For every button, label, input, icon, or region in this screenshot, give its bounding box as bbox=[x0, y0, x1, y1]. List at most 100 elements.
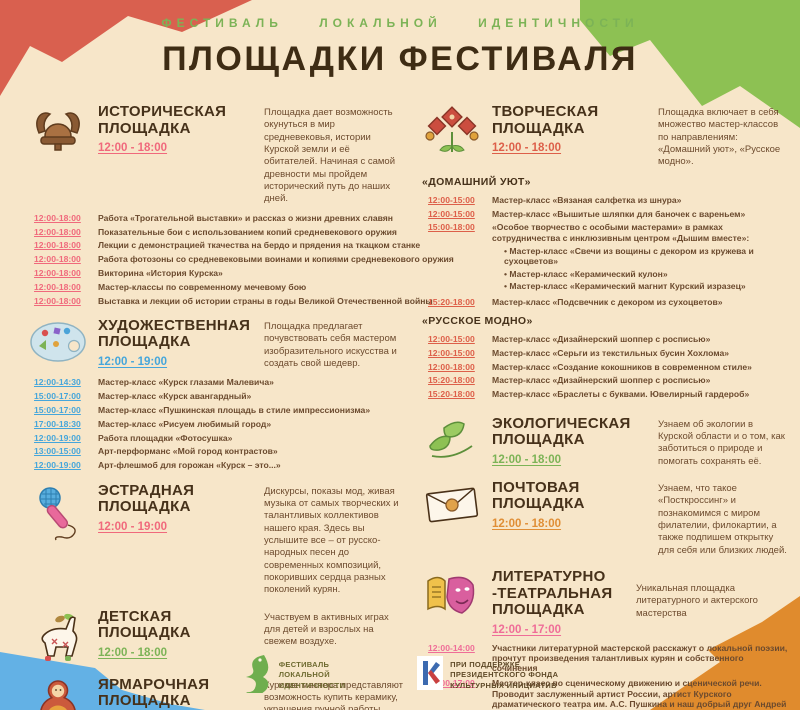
schedule-row: 12:00-18:00 Работа «Трогательной выставк… bbox=[34, 213, 404, 223]
schedule-text: Мастер-класс «Создание кокошников в совр… bbox=[492, 361, 752, 372]
schedule-time: 15:00-17:00 bbox=[34, 391, 81, 402]
envelope-icon bbox=[420, 480, 484, 528]
schedule-time: 12:00-15:00 bbox=[428, 334, 475, 345]
schedule-list: 12:00-14:30 Мастер-класс «Курск глазами … bbox=[34, 377, 404, 470]
schedule-text: Мастер-класс «Вязаная салфетка из шнура» bbox=[492, 194, 682, 205]
section-description: Дискурсы, показы мод, живая музыка от са… bbox=[264, 485, 399, 596]
section-title: ЯРМАРОЧНАЯ ПЛОЩАДКА bbox=[98, 675, 210, 710]
schedule-row: 15:20-18:00 Мастер-класс «Браслеты с бук… bbox=[428, 389, 790, 399]
festival-logo: ФЕСТИВАЛЬ ЛОКАЛЬНОЙ ИДЕНТИЧНОСТИ bbox=[242, 653, 345, 698]
schedule-row: 12:00-18:00 Лекции с демонстрацией ткаче… bbox=[34, 240, 420, 251]
leaves-icon bbox=[420, 416, 484, 466]
schedule-row: 12:00-15:00 Мастер-класс «Серьги из текс… bbox=[428, 348, 790, 358]
schedule-text: Мастер-класс «Курск глазами Малевича» bbox=[98, 377, 274, 388]
schedule-time: 12:00-19:00 bbox=[34, 460, 81, 471]
schedule-row: 12:00-18:00 Мастер-класс «Создание кокош… bbox=[428, 362, 790, 372]
schedule-text-wrap: «Особое творчество с особыми мастерами» … bbox=[492, 222, 790, 293]
schedule-text: Мастер-класс «Дизайнерский шоппер с росп… bbox=[492, 334, 711, 345]
schedule-row: 17:00-18:30 Мастер-класс «Рисуем любимый… bbox=[34, 419, 404, 429]
schedule-row: 15:20-18:00 Мастер-класс «Дизайнерский ш… bbox=[428, 375, 790, 385]
schedule-text: Мастер-класс «Вышитые шляпки для баночек… bbox=[492, 208, 746, 219]
microphone-icon bbox=[26, 483, 90, 541]
footer: ФЕСТИВАЛЬ ЛОКАЛЬНОЙ ИДЕНТИЧНОСТИ ПРИ ПОД… bbox=[0, 653, 800, 698]
schedule-time: 12:00-18:00 bbox=[34, 268, 81, 278]
section-eco: ЭКОЛОГИЧЕСКАЯ ПЛОЩАДКА 12:00 - 18:00 Узн… bbox=[420, 414, 790, 468]
schedule-text: Участники литературной мастерской расска… bbox=[492, 642, 788, 674]
section-time: 12:00 - 18:00 bbox=[492, 517, 562, 530]
bullet-item: Мастер-класс «Керамический кулон» bbox=[504, 269, 790, 279]
bullet-item: Мастер-класс «Керамический магнит Курски… bbox=[504, 281, 790, 291]
schedule-time: 12:00-18:00 bbox=[34, 226, 81, 237]
section-historical: ИСТОРИЧЕСКАЯ ПЛОЩАДКА 12:00 - 18:00 Площ… bbox=[26, 103, 454, 306]
schedule-text: Арт-перформанс «Мой город контрастов» bbox=[98, 446, 278, 457]
page-title: ПЛОЩАДКИ ФЕСТИВАЛЯ bbox=[162, 40, 638, 78]
schedule-time: 15:00-17:00 bbox=[34, 404, 81, 415]
matryoshka-icon bbox=[26, 677, 90, 710]
schedule-list-cozy: 12:00-15:00 Мастер-класс «Вязаная салфет… bbox=[428, 195, 790, 307]
section-title: ПОЧТОВАЯ ПЛОЩАДКА bbox=[492, 478, 585, 513]
schedule-row: 12:00-14:30 Мастер-класс «Курск глазами … bbox=[34, 377, 404, 387]
schedule-row: 12:00-18:00 Выставка и лекции об истории… bbox=[34, 295, 433, 306]
schedule-sub-list: Мастер-класс «Свечи из вощины с декором … bbox=[504, 246, 790, 291]
schedule-row: 12:00-15:00 Мастер-класс «Дизайнерский ш… bbox=[428, 334, 790, 344]
section-description: Площадка включает в себя множество масте… bbox=[658, 107, 781, 168]
schedule-row: 15:00-17:00 Мастер-класс «Пушкинская пло… bbox=[34, 405, 404, 415]
section-stage: ЭСТРАДНАЯ ПЛОЩАДКА 12:00 - 19:00 Дискурс… bbox=[26, 481, 404, 597]
bullet-item: Мастер-класс «Свечи из вощины с декором … bbox=[504, 246, 790, 267]
schedule-time: 15:00-17:00 bbox=[428, 678, 475, 689]
schedule-row: 12:00-19:00 Работа площадки «Фотосушка» bbox=[34, 433, 404, 443]
schedule-text: Мастер-классы по современному мечевому б… bbox=[98, 281, 307, 292]
section-literary: ЛИТЕРАТУРНО -ТЕАТРАЛЬНАЯ ПЛОЩАДКА 12:00 … bbox=[420, 568, 790, 710]
schedule-row: 15:20-18:00 Мастер-класс «Подсвечник с д… bbox=[428, 297, 790, 307]
festival-logo-text: ФЕСТИВАЛЬ ЛОКАЛЬНОЙ ИДЕНТИЧНОСТИ bbox=[278, 660, 346, 690]
schedule-list-fashion: 12:00-15:00 Мастер-класс «Дизайнерский ш… bbox=[428, 334, 790, 400]
schedule-row: 15:00-18:00 «Особое творчество с особыми… bbox=[428, 222, 790, 293]
section-description: Курские мастера представляют возможность… bbox=[264, 679, 404, 710]
section-time: 12:00 - 18:00 bbox=[98, 142, 168, 154]
section-time: 12:00 - 18:00 bbox=[98, 646, 168, 659]
palette-icon bbox=[26, 318, 90, 364]
schedule-time: 12:00-18:00 bbox=[34, 240, 81, 251]
section-title: ЭКОЛОГИЧЕСКАЯ ПЛОЩАДКА bbox=[492, 414, 631, 449]
section-title: ДЕТСКАЯ ПЛОЩАДКА bbox=[98, 607, 191, 642]
schedule-time: 12:00-18:00 bbox=[34, 254, 81, 265]
section-time: 12:00 - 18:00 bbox=[492, 453, 562, 466]
schedule-time: 15:20-18:00 bbox=[428, 375, 475, 386]
schedule-row: 12:00-18:00 Работа фотозоны со средневек… bbox=[34, 254, 454, 265]
schedule-time: 12:00-14:30 bbox=[34, 377, 81, 388]
schedule-time: 12:00-15:00 bbox=[428, 208, 475, 219]
schedule-row: 12:00-18:00 Викторина «История Курска» bbox=[34, 268, 404, 278]
pfki-logo-icon bbox=[417, 656, 444, 695]
section-title: ТВОРЧЕСКАЯ ПЛОЩАДКА bbox=[492, 103, 599, 137]
section-time: 12:00 - 18:00 bbox=[492, 142, 562, 154]
schedule-text: Мастер-класс «Дизайнерский шоппер с росп… bbox=[492, 375, 711, 386]
schedule-text: Мастер-класс «Подсвечник с декором из су… bbox=[492, 296, 723, 307]
right-column: ТВОРЧЕСКАЯ ПЛОЩАДКА 12:00 - 18:00 Площад… bbox=[420, 103, 790, 710]
schedule-time: 12:00-18:00 bbox=[34, 281, 81, 292]
section-creative: ТВОРЧЕСКАЯ ПЛОЩАДКА 12:00 - 18:00 Площад… bbox=[420, 103, 790, 400]
schedule-time: 12:00-18:00 bbox=[428, 361, 475, 372]
section-title: ХУДОЖЕСТВЕННАЯ ПЛОЩАДКА bbox=[98, 316, 251, 351]
toy-deer-icon bbox=[26, 609, 90, 665]
section-title: ЭСТРАДНАЯ ПЛОЩАДКА bbox=[98, 481, 195, 515]
schedule-time: 12:00-19:00 bbox=[34, 432, 81, 443]
schedule-time: 12:00-18:00 bbox=[34, 212, 81, 223]
schedule-time: 17:00-18:30 bbox=[34, 418, 81, 429]
schedule-text: Викторина «История Курска» bbox=[98, 268, 223, 278]
schedule-text-wrap: Мастер-класс «Подсвечник с декором из су… bbox=[492, 297, 790, 307]
schedule-row: 15:00-17:00 Мастер-класс «Курск авангард… bbox=[34, 391, 404, 401]
schedule-text: Арт-флешмоб для горожан «Курск – это...» bbox=[98, 460, 281, 471]
schedule-time: 12:00-18:00 bbox=[34, 295, 81, 306]
section-art: ХУДОЖЕСТВЕННАЯ ПЛОЩАДКА 12:00 - 19:00 Пл… bbox=[26, 316, 404, 471]
schedule-text: Выставка и лекции об истории страны в го… bbox=[98, 295, 433, 306]
book-and-mask-icon bbox=[420, 569, 484, 621]
schedule-row: 12:00-19:00 Арт-флешмоб для горожан «Кур… bbox=[34, 460, 404, 470]
schedule-text: Работа «Трогательной выставки» и рассказ… bbox=[98, 212, 393, 223]
schedule-row: 12:00-18:00 Показательные бои с использо… bbox=[34, 227, 404, 237]
schedule-text: Работа площадки «Фотосушка» bbox=[98, 432, 233, 443]
schedule-time: 15:20-18:00 bbox=[428, 389, 475, 400]
festival-bird-icon bbox=[242, 653, 272, 698]
schedule-text-wrap: Мастер-класс «Вышитые шляпки для баночек… bbox=[492, 209, 790, 219]
section-description: Площадка предлагает почувствовать себя м… bbox=[264, 320, 397, 369]
